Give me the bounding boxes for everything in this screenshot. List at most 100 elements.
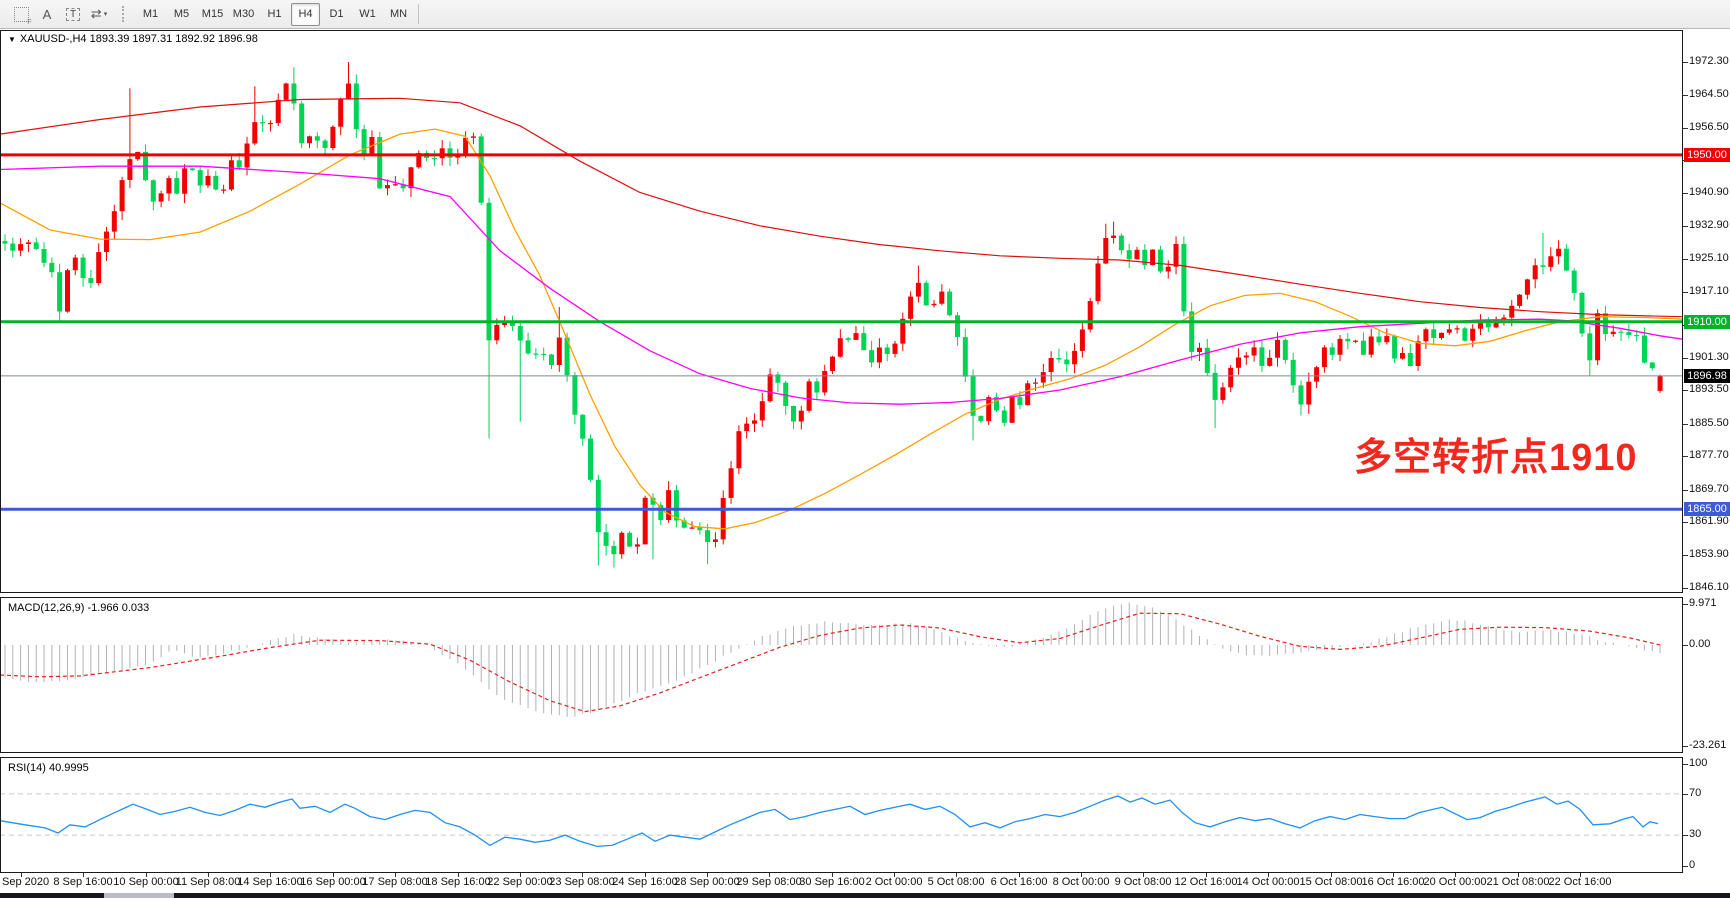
price-tick-label: 1846.10 [1689, 581, 1729, 593]
rsi-tick-label: 70 [1689, 787, 1702, 799]
date-tick-mark [1455, 873, 1456, 877]
date-tick-mark [208, 873, 209, 877]
rsi-tick-label: 100 [1689, 757, 1708, 769]
axis-tick-mark [1683, 645, 1688, 646]
timeframe-button-m30[interactable]: M30 [232, 8, 255, 20]
date-label: 28 Sep 00:00 [674, 876, 740, 888]
axis-tick-mark [1683, 259, 1688, 260]
date-label: 17 Sep 08:00 [362, 876, 428, 888]
date-tick-mark [707, 873, 708, 877]
price-tick-label: 1940.90 [1689, 186, 1729, 198]
dropdown-arrow-icon: ▼ [8, 35, 16, 44]
timeframe-button-h4[interactable]: H4 [291, 2, 320, 26]
date-label: 16 Sep 00:00 [300, 876, 366, 888]
rsi-indicator-panel[interactable] [0, 757, 1683, 873]
bottom-window-edge [0, 893, 1730, 898]
date-label: 30 Sep 16:00 [799, 876, 865, 888]
axis-tick-mark [1683, 604, 1688, 605]
price-tick-label: 1917.10 [1689, 285, 1729, 297]
date-label: 23 Sep 08:00 [549, 876, 615, 888]
axis-tick-mark [1683, 390, 1688, 391]
date-tick-mark [146, 873, 147, 877]
price-tick-label: 1885.50 [1689, 417, 1729, 429]
axis-tick-mark [1683, 424, 1688, 425]
timeframe-button-m1[interactable]: M1 [142, 8, 159, 20]
date-tick-mark [769, 873, 770, 877]
price-tick-label: 1893.50 [1689, 383, 1729, 395]
date-label: 22 Oct 16:00 [1548, 876, 1612, 888]
text-box-tool-icon[interactable]: T [61, 3, 85, 25]
date-label: 6 Oct 16:00 [990, 876, 1048, 888]
date-tick-mark [1143, 873, 1144, 877]
date-tick-mark [333, 873, 334, 877]
price-tick-label: 1853.90 [1689, 548, 1729, 560]
macd-indicator-panel[interactable] [0, 597, 1683, 753]
text-label-tool-icon[interactable]: A [42, 6, 52, 22]
date-label: 29 Sep 08:00 [736, 876, 802, 888]
timeframe-button-m15[interactable]: M15 [201, 8, 224, 20]
date-tick-mark [1331, 873, 1332, 877]
arrows-tool-icon[interactable]: ⇄ ▾ [90, 6, 108, 21]
date-label: 12 Oct 16:00 [1174, 876, 1238, 888]
axis-tick-mark [1683, 358, 1688, 359]
timeframe-button-w1[interactable]: W1 [359, 8, 376, 20]
date-tick-mark [1518, 873, 1519, 877]
date-label: 24 Sep 16:00 [612, 876, 678, 888]
price-tag-1910: 1910.00 [1684, 315, 1730, 329]
date-label: 14 Sep 16:00 [237, 876, 303, 888]
axis-tick-mark [1683, 95, 1688, 96]
timeframe-button-d1[interactable]: D1 [329, 8, 344, 20]
axis-tick-mark [1683, 292, 1688, 293]
date-tick-mark [83, 873, 84, 877]
axis-tick-mark [1683, 555, 1688, 556]
date-label: 2 Oct 00:00 [865, 876, 923, 888]
date-label: 9 Oct 08:00 [1114, 876, 1172, 888]
timeframe-button-mn[interactable]: MN [389, 8, 408, 20]
price-tick-label: 1877.70 [1689, 449, 1729, 461]
axis-tick-mark [1683, 764, 1688, 765]
price-tick-label: 1869.70 [1689, 483, 1729, 495]
rsi-tick-label: 0 [1689, 859, 1696, 871]
macd-tick-label: 0.00 [1689, 638, 1711, 650]
date-tick-mark [956, 873, 957, 877]
main-price-chart[interactable] [0, 30, 1683, 593]
date-tick-mark [1580, 873, 1581, 877]
axis-tick-mark [1683, 794, 1688, 795]
rsi-tick-label: 30 [1689, 828, 1702, 840]
macd-tick-label: 9.971 [1689, 597, 1717, 609]
grid-tool-icon[interactable] [9, 3, 33, 26]
price-tick-label: 1972.30 [1689, 55, 1729, 67]
date-label: 16 Oct 16:00 [1361, 876, 1425, 888]
price-tick-label: 1861.90 [1689, 515, 1729, 527]
macd-label: MACD(12,26,9) -1.966 0.033 [8, 602, 150, 614]
date-tick-mark [894, 873, 895, 877]
axis-tick-mark [1683, 746, 1688, 747]
date-label: 15 Oct 08:00 [1299, 876, 1363, 888]
toolbar-drag-handle[interactable] [122, 6, 129, 22]
date-tick-mark [458, 873, 459, 877]
date-tick-mark [520, 873, 521, 877]
timeframe-button-h1[interactable]: H1 [267, 8, 282, 20]
price-tick-label: 1932.90 [1689, 219, 1729, 231]
toolbar-separator [418, 4, 419, 24]
axis-tick-mark [1683, 456, 1688, 457]
date-label: 5 Oct 08:00 [927, 876, 985, 888]
date-tick-mark [395, 873, 396, 877]
date-label: 8 Oct 00:00 [1052, 876, 1110, 888]
date-tick-mark [270, 873, 271, 877]
axis-tick-mark [1683, 62, 1688, 63]
price-tick-label: 1964.50 [1689, 88, 1729, 100]
axis-tick-mark [1683, 226, 1688, 227]
macd-tick-label: -23.261 [1689, 739, 1727, 751]
axis-tick-mark [1683, 835, 1688, 836]
chart-annotation-text: 多空转折点1910 [1354, 437, 1638, 479]
price-tag-1950: 1950.00 [1684, 148, 1730, 162]
timeframe-button-m5[interactable]: M5 [173, 8, 190, 20]
chevron-down-icon: ▾ [103, 11, 108, 18]
axis-tick-mark [1683, 588, 1688, 589]
date-label: 22 Sep 00:00 [487, 876, 553, 888]
date-label: 11 Sep 08:00 [175, 876, 241, 888]
bottom-edge-segment [104, 893, 174, 898]
chart-title[interactable]: ▼ XAUUSD-,H4 1893.39 1897.31 1892.92 1896… [8, 33, 258, 45]
